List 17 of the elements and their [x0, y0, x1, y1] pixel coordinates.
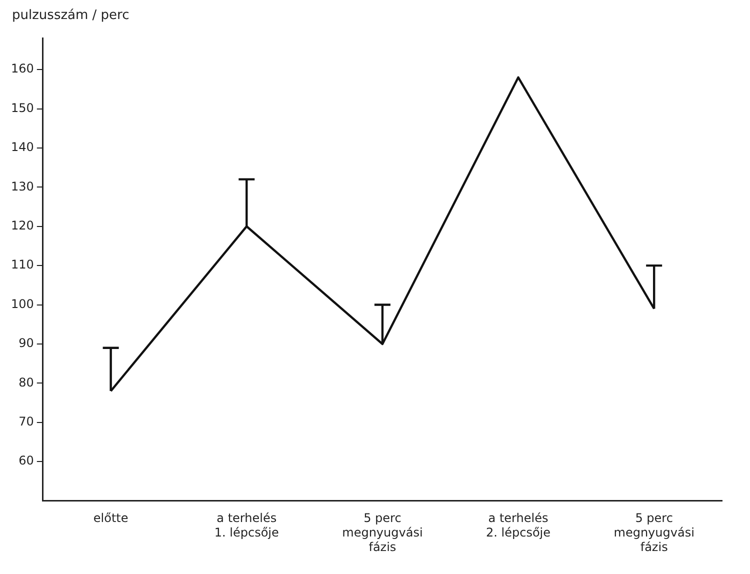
y-tick-label: 80: [18, 375, 34, 390]
x-tick-label: a terhelés 2. lépcsője: [486, 511, 551, 540]
y-tick-label: 90: [18, 336, 34, 350]
y-tick-label: 110: [11, 258, 34, 272]
x-tick-label: a terhelés 1. lépcsője: [214, 511, 279, 540]
y-axis-title: pulzusszám / perc: [11, 8, 130, 25]
x-tick-label: előtte: [93, 511, 128, 526]
y-tick-label: 100: [11, 296, 34, 311]
y-tick-label: 60: [18, 454, 34, 468]
y-tick-label: 160: [11, 62, 34, 76]
y-tick-label: 70: [18, 414, 34, 429]
x-tick-label: 5 perc megnyugvási fázis: [342, 511, 423, 554]
y-tick-label: 150: [11, 100, 34, 115]
x-tick-label: 5 perc megnyugvási fázis: [614, 511, 694, 554]
y-tick-label: 130: [11, 179, 34, 194]
y-tick-label: 120: [11, 218, 34, 232]
y-tick-label: 140: [11, 140, 34, 154]
